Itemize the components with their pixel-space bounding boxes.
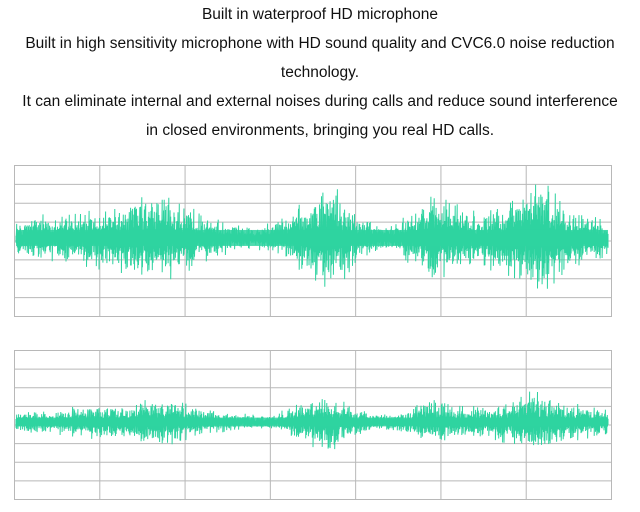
description-line-4: It can eliminate internal and external n… xyxy=(22,93,618,110)
description-text: Built in waterproof HD microphone Built … xyxy=(0,0,640,145)
waveform-core-band xyxy=(16,417,608,427)
waveform-signal xyxy=(15,391,609,450)
waveform-core-band xyxy=(16,229,608,246)
waveform-panel-after xyxy=(14,350,612,500)
waveform-chart-before xyxy=(14,165,612,317)
waveform-panel-before xyxy=(14,165,612,317)
description-line-2: Built in high sensitivity microphone wit… xyxy=(25,35,615,52)
description-line-3: technology. xyxy=(280,64,360,81)
description-line-5: in closed environments, bringing you rea… xyxy=(145,122,495,139)
description-line-1: Built in waterproof HD microphone xyxy=(201,6,439,23)
waveform-chart-after xyxy=(14,350,612,500)
